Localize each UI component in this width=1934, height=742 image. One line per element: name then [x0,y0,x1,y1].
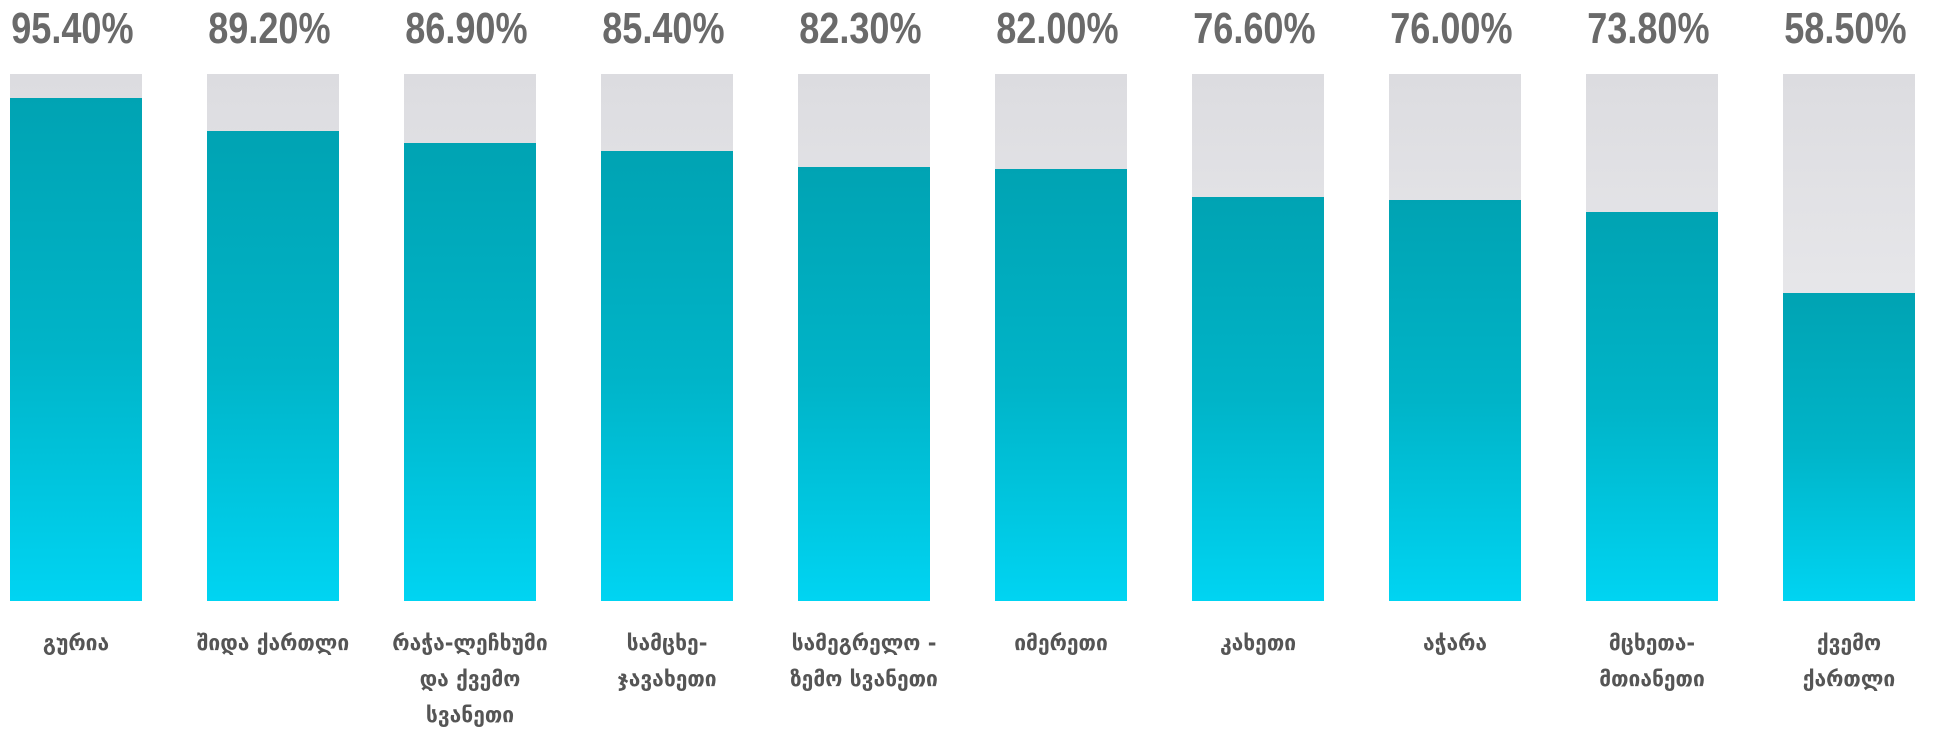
bar [10,98,142,601]
bar-track [1192,74,1324,601]
category-label: გურია [42,631,110,655]
value-label: 89.20% [208,4,331,53]
bar-track [995,74,1127,601]
value-label: 76.60% [1193,4,1316,53]
category-label: იმერეთი [1014,631,1108,655]
value-label: 58.50% [1784,4,1907,53]
bar [1586,212,1718,601]
category-label: კახეთი [1219,631,1297,655]
value-label: 82.00% [996,4,1119,53]
bar-track [1783,74,1915,601]
value-label: 76.00% [1390,4,1513,53]
value-label: 73.80% [1587,4,1710,53]
category-label: მცხეთა-მთიანეთი [1599,631,1705,691]
value-label: 95.40% [11,4,134,53]
value-label: 86.90% [405,4,528,53]
bar [995,168,1127,601]
bar [207,130,339,601]
bar [1389,200,1521,601]
category-label: აჭარა [1422,631,1488,655]
bar-track [1389,74,1521,601]
bar [1783,292,1915,601]
category-label: შიდა ქართლი [196,631,350,655]
category-label: რაჭა-ლეჩხუმი და ქვემო სვანეთი [392,631,548,727]
bar-track [601,74,733,601]
category-label: ქვემო ქართლი [1802,631,1896,691]
bar-track [207,74,339,601]
bar [601,150,733,601]
bar-track [1586,74,1718,601]
category-label: სამეგრელო - ზემო სვანეთი [790,631,938,691]
category-label: სამცხე-ჯავახეთი [617,631,717,691]
bar [404,143,536,601]
bar-track [10,74,142,601]
bar-track [798,74,930,601]
bar [798,167,930,601]
bar [1192,197,1324,601]
bar-track [404,74,536,601]
value-label: 82.30% [799,4,922,53]
value-label: 85.40% [602,4,725,53]
